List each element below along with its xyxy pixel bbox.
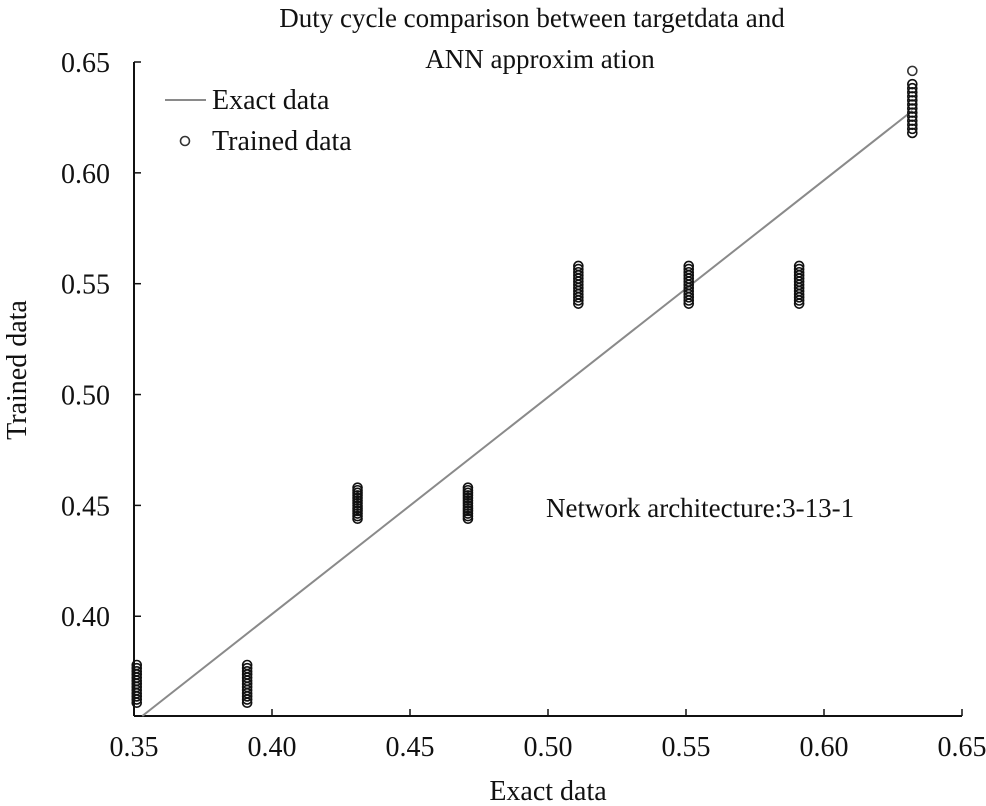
x-axis-label: Exact data xyxy=(489,776,607,806)
trained-data-point xyxy=(683,266,695,278)
exact-data-line xyxy=(141,109,913,717)
x-axis-ticks: 0.35 0.40 0.45 0.50 0.55 0.60 0.65 xyxy=(110,709,986,763)
trained-data-point xyxy=(241,665,253,677)
x-tick-label: 0.40 xyxy=(248,732,297,763)
legend: Exact data Trained data xyxy=(165,85,352,157)
trained-data-point xyxy=(683,263,695,275)
trained-data-point xyxy=(907,123,918,135)
trained-data-point xyxy=(907,111,918,122)
y-axis-ticks: 0.40 0.45 0.50 0.55 0.60 0.65 xyxy=(61,48,141,633)
trained-data-point xyxy=(907,119,918,131)
y-tick-label: 0.65 xyxy=(61,48,110,79)
chart-title-line-2: ANN approxim ation xyxy=(425,44,655,74)
y-axis-label: Trained data xyxy=(2,300,33,440)
trained-data-point xyxy=(907,82,918,94)
trained-data-point xyxy=(683,260,695,272)
legend-label-exact-data: Exact data xyxy=(212,85,330,116)
trained-data-point xyxy=(907,95,918,106)
series-exact-data xyxy=(141,109,913,717)
trained-data-point xyxy=(907,127,918,139)
x-tick-label: 0.65 xyxy=(938,732,986,763)
trained-data-point xyxy=(462,482,474,493)
trained-data-point xyxy=(793,260,805,272)
trained-data-point xyxy=(573,266,584,278)
trained-data-point xyxy=(131,659,143,671)
trained-data-point xyxy=(241,662,253,674)
x-tick-label: 0.45 xyxy=(386,732,435,763)
trained-data-point xyxy=(793,266,805,278)
network-architecture-annotation: Network architecture:3-13-1 xyxy=(546,493,854,523)
trained-data-point xyxy=(907,103,918,114)
y-tick-label: 0.55 xyxy=(61,270,110,301)
chart-title-line-1: Duty cycle comparison between targetdata… xyxy=(279,3,785,33)
trained-data-point xyxy=(131,662,143,674)
trained-data-point xyxy=(131,665,143,677)
trained-data-point xyxy=(907,86,918,98)
x-tick-label: 0.50 xyxy=(524,732,573,763)
legend-marker-trained-data xyxy=(179,135,191,147)
trained-data-point xyxy=(907,78,918,90)
y-tick-label: 0.60 xyxy=(61,159,110,190)
trained-data-point xyxy=(907,115,918,127)
trained-data-point xyxy=(907,107,918,118)
y-tick-label: 0.40 xyxy=(61,602,110,633)
trained-data-point xyxy=(907,99,918,110)
x-tick-label: 0.55 xyxy=(662,732,711,763)
trained-data-point xyxy=(907,65,918,77)
trained-data-point xyxy=(573,263,584,275)
x-tick-label: 0.35 xyxy=(110,732,159,763)
trained-data-point xyxy=(352,482,363,493)
trained-data-point xyxy=(573,260,584,272)
legend-label-trained-data: Trained data xyxy=(212,126,352,157)
series-trained-data xyxy=(131,65,918,708)
axes xyxy=(133,62,962,717)
trained-data-point xyxy=(793,263,805,275)
trained-data-point xyxy=(907,91,918,102)
y-tick-label: 0.45 xyxy=(61,491,110,522)
trained-data-point xyxy=(241,659,253,671)
x-tick-label: 0.60 xyxy=(800,732,849,763)
y-tick-label: 0.50 xyxy=(61,381,110,412)
